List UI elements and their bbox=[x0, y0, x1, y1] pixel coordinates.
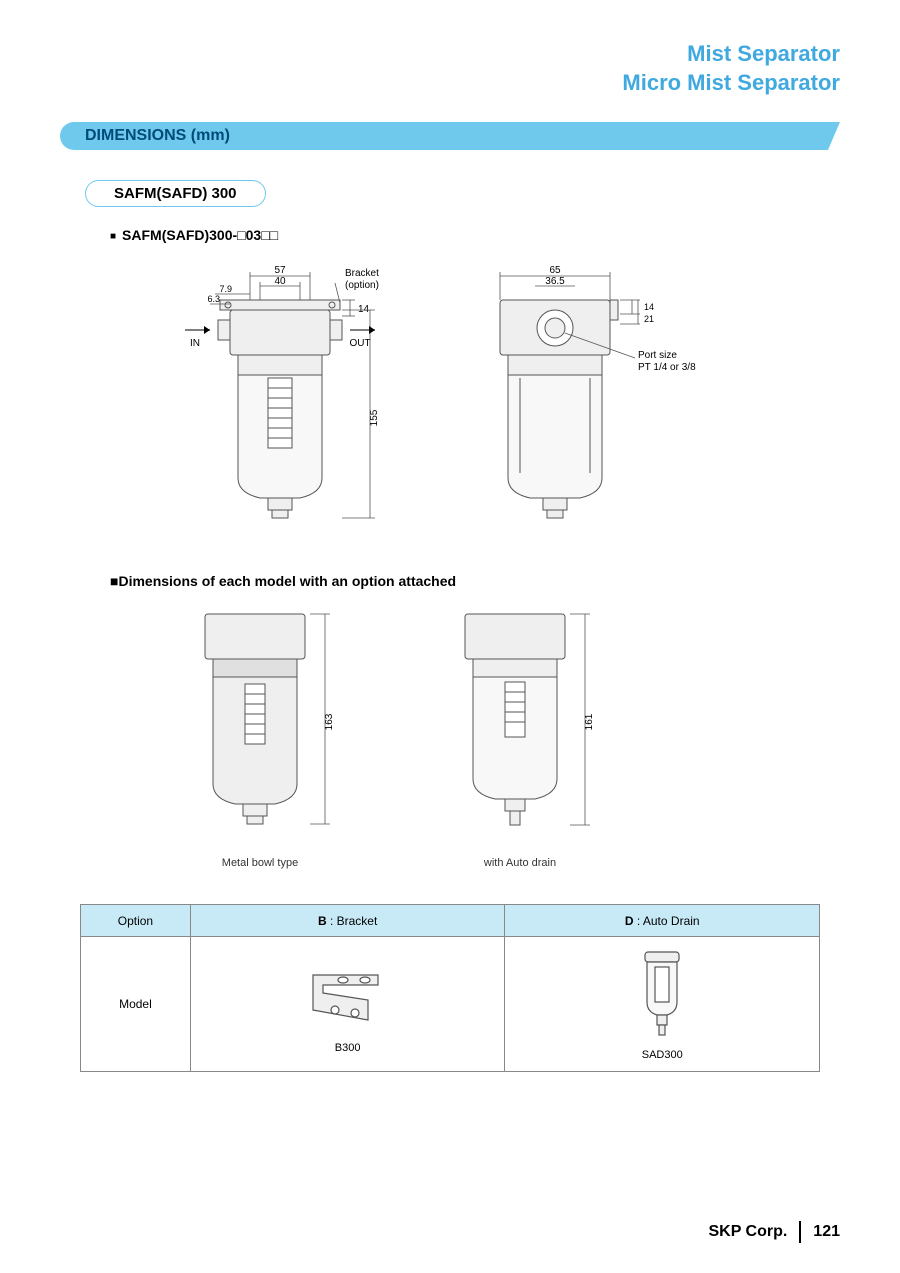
header-title-2: Micro Mist Separator bbox=[60, 69, 840, 98]
metal-bowl-caption: Metal bowl type bbox=[160, 857, 360, 869]
svg-text:OUT: OUT bbox=[349, 338, 370, 349]
model-pill: SAFM(SAFD) 300 bbox=[85, 180, 266, 207]
svg-text:161: 161 bbox=[584, 713, 595, 730]
svg-text:155: 155 bbox=[369, 409, 380, 426]
option-drawings-row: 163 Metal bowl type bbox=[160, 604, 840, 869]
row-model-label: Model bbox=[81, 937, 191, 1072]
svg-text:65: 65 bbox=[549, 265, 561, 276]
svg-text:36.5: 36.5 bbox=[545, 276, 565, 287]
metal-bowl-drawing: 163 Metal bowl type bbox=[160, 604, 360, 869]
svg-text:(option): (option) bbox=[345, 280, 379, 291]
autodrain-cell: SAD300 bbox=[505, 937, 820, 1072]
svg-text:40: 40 bbox=[274, 276, 286, 287]
company-name: SKP Corp. bbox=[708, 1223, 787, 1241]
header-title-1: Mist Separator bbox=[60, 40, 840, 69]
svg-text:57: 57 bbox=[274, 265, 286, 276]
svg-text:PT 1/4 or 3/8: PT 1/4 or 3/8 bbox=[638, 362, 696, 373]
svg-text:163: 163 bbox=[324, 713, 335, 730]
table-model-row: Model B300 bbox=[81, 937, 820, 1072]
col-autodrain: D : Auto Drain bbox=[505, 905, 820, 937]
table-header-row: Option B : Bracket D : Auto Drain bbox=[81, 905, 820, 937]
bracket-model: B300 bbox=[201, 1042, 495, 1054]
model-code: ■SAFM(SAFD)300-□03□□ bbox=[110, 227, 840, 243]
col-option: Option bbox=[81, 905, 191, 937]
auto-drain-caption: with Auto drain bbox=[420, 857, 620, 869]
svg-text:Bracket: Bracket bbox=[345, 268, 379, 279]
page-footer: SKP Corp. 121 bbox=[708, 1221, 840, 1243]
section-bar: DIMENSIONS (mm) bbox=[60, 122, 840, 150]
autodrain-icon bbox=[627, 947, 697, 1042]
col-bracket: B : Bracket bbox=[190, 905, 505, 937]
svg-text:21: 21 bbox=[644, 314, 654, 324]
footer-divider bbox=[799, 1221, 801, 1243]
svg-text:IN: IN bbox=[190, 338, 200, 349]
side-view-drawing: 65 36.5 14 21 Port size PT 1/4 or 3/8 bbox=[460, 258, 720, 543]
svg-text:Port size: Port size bbox=[638, 350, 677, 361]
front-view-drawing: 57 40 7.9 6.3 14 155 bbox=[160, 258, 400, 543]
auto-drain-drawing: 161 with Auto drain bbox=[420, 604, 620, 869]
autodrain-model: SAD300 bbox=[515, 1049, 809, 1061]
main-drawings-row: 57 40 7.9 6.3 14 155 bbox=[160, 258, 840, 543]
bracket-icon bbox=[293, 955, 403, 1035]
page-header: Mist Separator Micro Mist Separator bbox=[60, 40, 840, 97]
options-table: Option B : Bracket D : Auto Drain Model … bbox=[80, 904, 820, 1072]
svg-text:7.9: 7.9 bbox=[219, 284, 232, 294]
page-number: 121 bbox=[813, 1223, 840, 1241]
svg-text:14: 14 bbox=[358, 304, 370, 315]
svg-text:6.3: 6.3 bbox=[207, 294, 220, 304]
svg-text:14: 14 bbox=[644, 302, 654, 312]
bracket-cell: B300 bbox=[190, 937, 505, 1072]
bullet-icon: ■ bbox=[110, 231, 116, 242]
section-title: DIMENSIONS (mm) bbox=[60, 127, 230, 145]
option-subheading: ■Dimensions of each model with an option… bbox=[110, 573, 840, 589]
